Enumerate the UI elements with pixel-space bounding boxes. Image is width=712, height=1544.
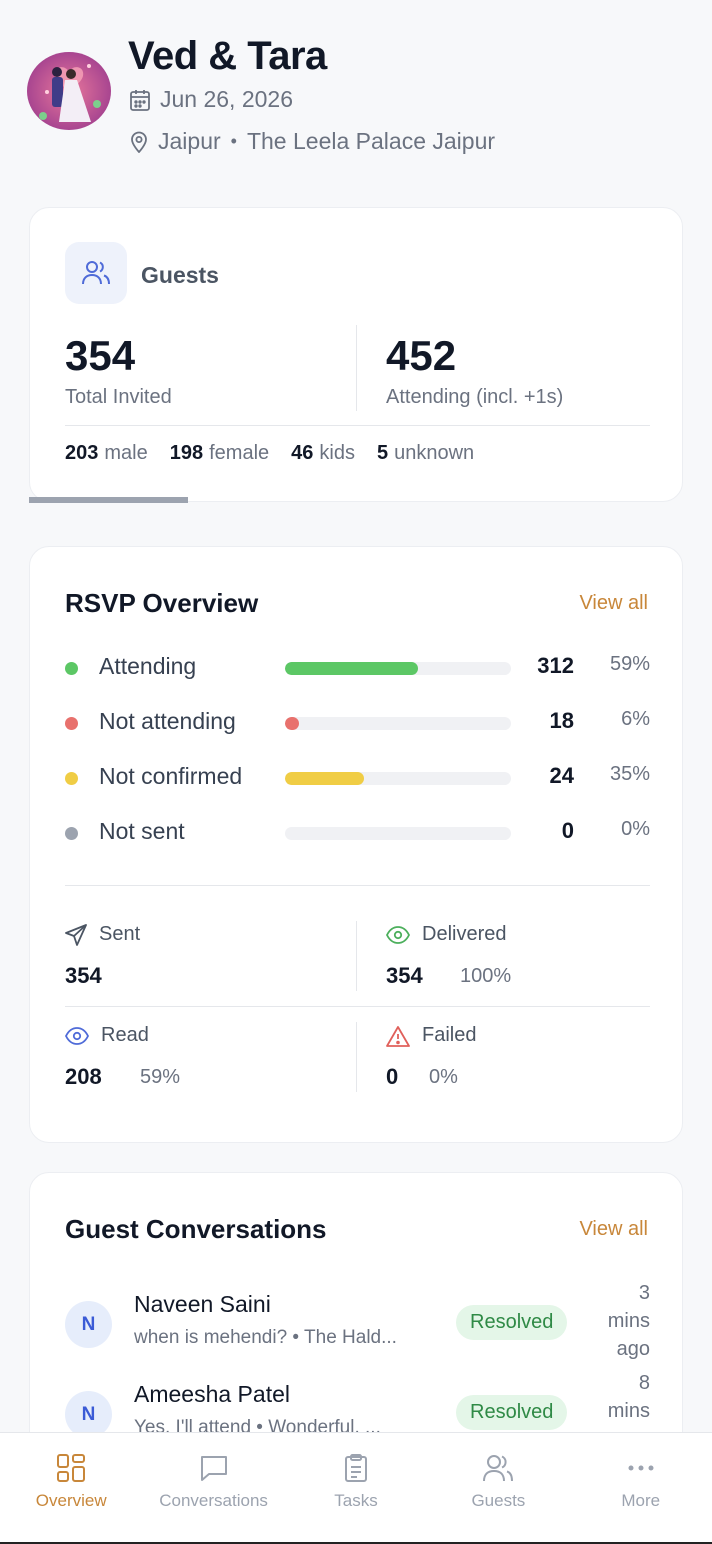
users-icon <box>483 1455 514 1482</box>
status-badge: Resolved <box>456 1395 568 1430</box>
eye-icon <box>386 925 410 944</box>
nav-tasks[interactable]: Tasks <box>285 1433 427 1542</box>
bottom-navigation: Overview Conversations Tasks Guests More <box>0 1432 712 1544</box>
rsvp-overview-card: RSVP Overview View all Attending 312 59%… <box>29 546 683 1143</box>
event-date-row: Jun 26, 2026 <box>130 86 293 113</box>
conversations-view-all-link[interactable]: View all <box>579 1218 648 1240</box>
conversation-preview: when is mehendi? • The Hald... <box>134 1327 397 1348</box>
progress-track <box>285 827 511 840</box>
conversations-title: Guest Conversations <box>65 1214 327 1244</box>
separator-dot: • <box>230 131 237 151</box>
rsvp-label: Not sent <box>99 818 185 844</box>
location-pin-icon <box>131 131 147 153</box>
nav-guests[interactable]: Guests <box>427 1433 569 1542</box>
rsvp-percent: 6% <box>621 708 650 730</box>
event-venue: The Leela Palace Jaipur <box>246 128 496 154</box>
breakdown-unknown: 5 unknown <box>376 442 475 464</box>
guests-title: Guests <box>141 262 219 288</box>
status-dot <box>65 662 78 675</box>
users-icon <box>82 261 110 285</box>
status-badge: Resolved <box>456 1305 568 1340</box>
conversation-item[interactable]: N Ameesha Patel Yes, I'll attend • Wonde… <box>65 1372 650 1471</box>
rsvp-count: 0 <box>561 818 574 843</box>
rsvp-row-attending[interactable]: Attending 312 59% <box>65 653 650 683</box>
guests-card[interactable]: Guests 354 Total Invited 452 Attending (… <box>29 207 683 503</box>
guests-hdivider <box>65 425 650 426</box>
guest-breakdown: 203 male 198 female 46 kids 5 unknown <box>65 442 496 465</box>
dashboard-icon <box>57 1454 86 1482</box>
calendar-icon <box>130 89 150 111</box>
guests-divider <box>356 325 357 411</box>
rsvp-label: Not confirmed <box>99 763 243 789</box>
warning-icon <box>386 1025 410 1047</box>
conversation-name: Naveen Saini <box>134 1291 271 1317</box>
delivered-percent: 100% <box>460 965 512 987</box>
clipboard-icon <box>344 1454 367 1482</box>
more-dots-icon <box>628 1465 654 1471</box>
total-invited-value: 354 <box>65 332 136 379</box>
rsvp-row-not-sent[interactable]: Not sent 0 0% <box>65 818 650 848</box>
status-dot <box>65 717 78 730</box>
chat-bubble-icon <box>200 1456 227 1481</box>
carousel-scroll-indicator[interactable] <box>29 497 188 503</box>
delivered-label: Delivered <box>386 923 506 946</box>
sent-value: 354 <box>65 963 102 988</box>
read-percent: 59% <box>140 1066 181 1088</box>
failed-label: Failed <box>386 1024 476 1047</box>
guests-icon-box <box>65 242 127 304</box>
rsvp-percent: 0% <box>621 818 650 840</box>
progress-track <box>285 772 511 785</box>
eye-icon <box>65 1026 89 1045</box>
rsvp-percent: 59% <box>609 653 650 675</box>
status-dot <box>65 772 78 785</box>
rsvp-title: RSVP Overview <box>65 588 259 618</box>
stats-vdivider-bottom <box>356 1022 357 1092</box>
event-avatar[interactable] <box>27 52 111 130</box>
progress-track <box>285 717 511 730</box>
stats-hdivider <box>65 1006 650 1007</box>
read-label: Read <box>65 1024 149 1047</box>
failed-percent: 0% <box>429 1066 458 1088</box>
progress-fill <box>285 662 419 675</box>
event-title: Ved & Tara <box>128 34 327 78</box>
stats-vdivider-top <box>356 921 357 991</box>
attending-value: 452 <box>386 332 457 379</box>
rsvp-count: 18 <box>549 708 574 733</box>
read-value: 208 <box>65 1064 102 1089</box>
rsvp-percent: 35% <box>609 763 650 785</box>
breakdown-kids: 46 kids <box>291 442 355 464</box>
sent-label: Sent <box>65 923 140 946</box>
delivered-value: 354 <box>386 963 423 988</box>
rsvp-label: Attending <box>99 653 197 679</box>
rsvp-count: 24 <box>549 763 574 788</box>
event-city: Jaipur <box>158 128 221 154</box>
nav-more[interactable]: More <box>570 1433 712 1542</box>
event-date: Jun 26, 2026 <box>160 86 294 112</box>
nav-overview[interactable]: Overview <box>0 1433 142 1542</box>
event-location-row: Jaipur • The Leela Palace Jaipur <box>130 128 495 155</box>
conversation-time: 3 mins ago <box>607 1282 650 1360</box>
breakdown-male: 203 male <box>65 442 148 464</box>
conversation-name: Ameesha Patel <box>134 1381 290 1407</box>
rsvp-view-all-link[interactable]: View all <box>579 592 648 614</box>
avatar: N <box>65 1391 112 1438</box>
breakdown-female: 198 female <box>169 442 270 464</box>
progress-fill <box>285 772 365 785</box>
rsvp-row-not-attending[interactable]: Not attending 18 6% <box>65 708 650 738</box>
rsvp-label: Not attending <box>99 708 236 734</box>
failed-value: 0 <box>386 1064 399 1089</box>
nav-conversations[interactable]: Conversations <box>142 1433 284 1542</box>
status-dot <box>65 827 78 840</box>
send-icon <box>65 923 87 946</box>
attending-label: Attending (incl. +1s) <box>386 386 564 408</box>
total-invited-label: Total Invited <box>65 386 172 408</box>
rsvp-divider <box>65 885 650 886</box>
progress-track <box>285 662 511 675</box>
conversation-item[interactable]: N Naveen Saini when is mehendi? • The Ha… <box>65 1282 650 1381</box>
rsvp-count: 312 <box>537 653 574 678</box>
progress-fill <box>285 717 299 730</box>
rsvp-row-not-confirmed[interactable]: Not confirmed 24 35% <box>65 763 650 793</box>
event-header: Ved & Tara Jun 26, 2026 Jaipur • The Lee… <box>0 0 712 190</box>
avatar: N <box>65 1301 112 1348</box>
